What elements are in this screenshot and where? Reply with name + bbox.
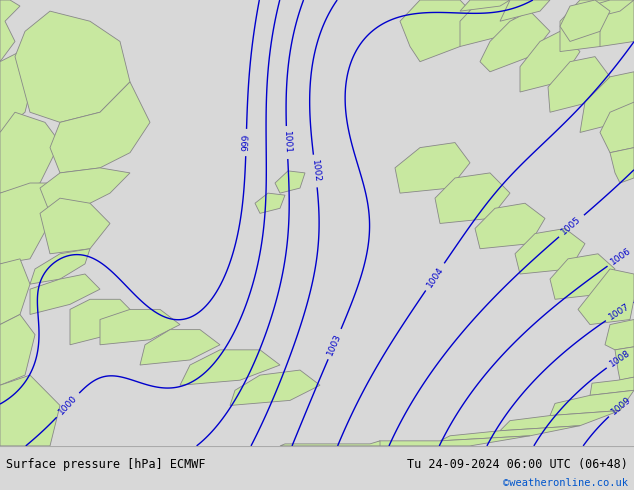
Polygon shape: [0, 183, 55, 264]
Polygon shape: [0, 0, 20, 62]
Polygon shape: [500, 411, 620, 431]
Polygon shape: [30, 274, 100, 315]
Polygon shape: [550, 391, 634, 416]
Text: 1003: 1003: [326, 332, 343, 356]
Polygon shape: [100, 309, 180, 345]
Polygon shape: [15, 11, 130, 122]
Polygon shape: [475, 203, 545, 249]
Polygon shape: [435, 173, 510, 223]
Polygon shape: [40, 168, 130, 213]
Polygon shape: [520, 31, 580, 92]
Polygon shape: [580, 0, 634, 21]
Text: 1005: 1005: [560, 215, 583, 237]
Polygon shape: [578, 269, 634, 324]
Polygon shape: [600, 0, 634, 47]
Polygon shape: [580, 72, 634, 132]
Text: 1000: 1000: [57, 393, 79, 416]
Polygon shape: [600, 102, 634, 153]
Polygon shape: [0, 375, 60, 446]
Polygon shape: [460, 0, 520, 47]
Polygon shape: [0, 315, 35, 385]
Polygon shape: [550, 254, 615, 299]
Polygon shape: [395, 143, 470, 193]
Text: Tu 24-09-2024 06:00 UTC (06+48): Tu 24-09-2024 06:00 UTC (06+48): [407, 458, 628, 471]
Polygon shape: [0, 259, 30, 324]
Polygon shape: [610, 147, 634, 183]
Text: 999: 999: [242, 134, 251, 151]
Polygon shape: [30, 249, 90, 284]
Polygon shape: [0, 51, 35, 132]
Polygon shape: [400, 0, 480, 62]
Polygon shape: [50, 82, 150, 173]
Polygon shape: [515, 228, 585, 274]
Polygon shape: [230, 370, 320, 405]
Text: 1001: 1001: [282, 131, 292, 154]
Text: 1006: 1006: [609, 246, 633, 267]
Polygon shape: [180, 350, 280, 385]
Polygon shape: [440, 426, 580, 441]
Text: 1009: 1009: [609, 395, 633, 416]
Polygon shape: [460, 0, 510, 11]
Polygon shape: [0, 112, 60, 193]
Polygon shape: [70, 299, 140, 345]
Polygon shape: [560, 0, 620, 51]
Polygon shape: [275, 171, 305, 193]
Text: Surface pressure [hPa] ECMWF: Surface pressure [hPa] ECMWF: [6, 458, 206, 471]
Polygon shape: [500, 0, 550, 21]
Text: 1008: 1008: [608, 348, 632, 368]
Text: 1004: 1004: [425, 265, 445, 289]
Polygon shape: [280, 441, 380, 446]
Polygon shape: [560, 0, 610, 42]
Polygon shape: [40, 198, 110, 254]
Polygon shape: [255, 193, 285, 213]
Polygon shape: [140, 330, 220, 365]
Text: 1002: 1002: [309, 159, 321, 183]
Polygon shape: [615, 347, 634, 380]
Polygon shape: [548, 57, 610, 112]
Polygon shape: [590, 377, 634, 395]
Polygon shape: [605, 319, 634, 350]
Text: 1007: 1007: [607, 301, 631, 321]
Text: ©weatheronline.co.uk: ©weatheronline.co.uk: [503, 478, 628, 488]
Polygon shape: [480, 11, 550, 72]
Polygon shape: [370, 436, 530, 446]
